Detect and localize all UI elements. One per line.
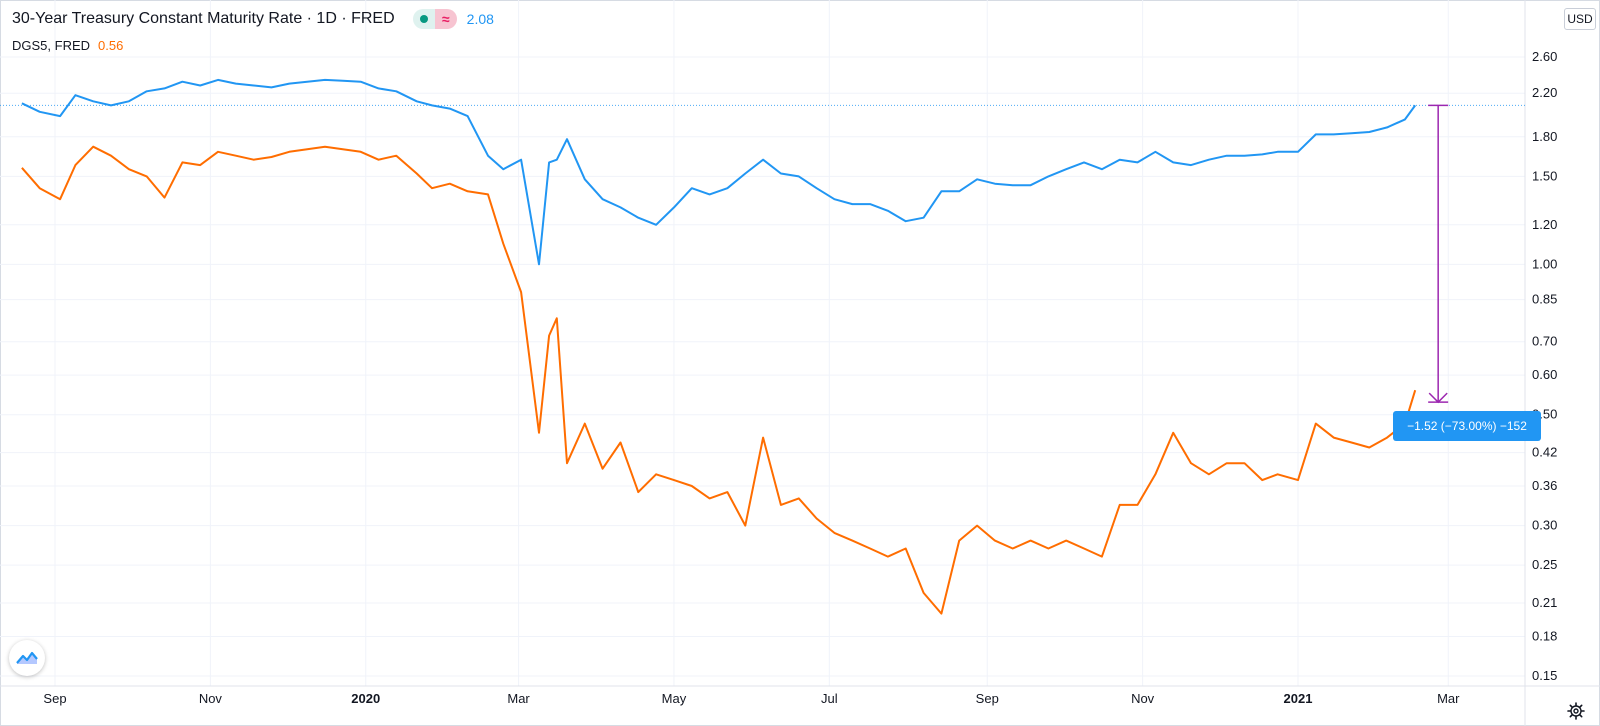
y-tick-label: 0.30 [1532, 518, 1557, 533]
x-tick-label: May [662, 691, 687, 706]
indicator-pill[interactable]: ≈ [412, 9, 457, 29]
series [21, 78, 1417, 615]
y-tick-label: 0.25 [1532, 557, 1557, 572]
y-tick-label: 0.85 [1532, 292, 1557, 307]
x-tick-label: 2020 [351, 691, 380, 706]
y-tick-label: 0.18 [1532, 628, 1557, 643]
dot-icon[interactable] [412, 9, 435, 29]
y-tick-label: 0.60 [1532, 367, 1557, 382]
time-axis-labels[interactable]: Sep Nov 2020 Mar May Jul Sep Nov 2021 Mar [43, 691, 1460, 706]
series-line-main[interactable] [21, 78, 1417, 266]
y-tick-label: 0.36 [1532, 478, 1557, 493]
x-tick-label: Sep [976, 691, 999, 706]
price-axis-labels[interactable]: 2.602.201.801.501.201.000.850.700.600.50… [1532, 49, 1557, 683]
y-tick-label: 1.50 [1532, 168, 1557, 183]
y-tick-label: 1.20 [1532, 217, 1557, 232]
tradingview-logo-icon[interactable] [9, 640, 45, 676]
x-tick-label: Mar [1437, 691, 1460, 706]
gear-icon[interactable] [1565, 700, 1587, 722]
measure-tool[interactable] [1428, 104, 1449, 404]
currency-button[interactable]: USD [1564, 8, 1596, 30]
y-tick-label: 0.70 [1532, 334, 1557, 349]
y-tick-label: 2.20 [1532, 85, 1557, 100]
y-tick-label: 0.15 [1532, 668, 1557, 683]
main-series-value: 2.08 [466, 11, 494, 27]
approx-icon[interactable]: ≈ [434, 9, 457, 29]
y-tick-label: 2.60 [1532, 49, 1557, 64]
grid [0, 0, 1525, 686]
x-tick-label: 2021 [1284, 691, 1313, 706]
x-tick-label: Mar [507, 691, 530, 706]
compare-series-legend[interactable]: DGS5, FRED 0.56 [12, 38, 123, 53]
series-line-compare[interactable] [21, 145, 1417, 615]
y-tick-label: 0.21 [1532, 595, 1557, 610]
y-tick-label: 0.42 [1532, 445, 1557, 460]
compare-series-title[interactable]: DGS5, FRED [12, 38, 91, 53]
main-series-title[interactable]: 30-Year Treasury Constant Maturity Rate … [12, 10, 395, 27]
x-tick-label: Jul [821, 691, 838, 706]
y-tick-label: 1.00 [1532, 256, 1557, 271]
x-tick-label: Nov [1131, 691, 1155, 706]
y-tick-label: 1.80 [1532, 129, 1557, 144]
main-series-legend[interactable]: 30-Year Treasury Constant Maturity Rate … [12, 9, 494, 29]
measure-label: −1.52 (−73.00%) −152 [1393, 411, 1541, 441]
x-tick-label: Sep [43, 691, 66, 706]
x-tick-label: Nov [199, 691, 223, 706]
compare-series-value: 0.56 [98, 38, 124, 53]
